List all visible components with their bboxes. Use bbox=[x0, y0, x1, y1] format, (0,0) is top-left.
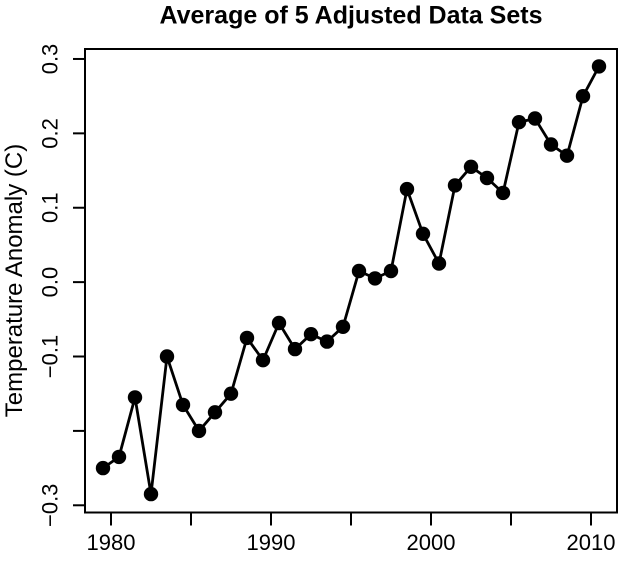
data-point bbox=[431, 256, 447, 271]
data-point bbox=[591, 59, 607, 74]
data-point bbox=[223, 386, 239, 401]
data-point bbox=[127, 390, 143, 405]
data-point bbox=[383, 263, 399, 279]
x-tick-label: 2010 bbox=[567, 530, 616, 555]
data-point bbox=[479, 170, 495, 186]
y-tick-label: −0.3 bbox=[38, 484, 63, 527]
data-point bbox=[319, 334, 335, 349]
plot-box bbox=[84, 48, 618, 514]
chart-title: Average of 5 Adjusted Data Sets bbox=[160, 2, 543, 30]
data-point bbox=[207, 405, 223, 420]
x-tick-label: 2000 bbox=[407, 530, 456, 555]
data-point bbox=[303, 327, 319, 342]
y-tick-label: −0.1 bbox=[38, 335, 63, 378]
y-axis-title: Temperature Anomaly (C) bbox=[1, 144, 28, 417]
data-point bbox=[175, 397, 191, 413]
data-point bbox=[463, 159, 479, 174]
data-point bbox=[495, 185, 511, 201]
data-point bbox=[111, 449, 127, 465]
data-point bbox=[255, 353, 271, 368]
data-point bbox=[271, 315, 287, 331]
data-point bbox=[367, 271, 383, 286]
y-tick-label: 0.0 bbox=[38, 267, 63, 298]
data-point bbox=[143, 486, 159, 502]
data-point bbox=[287, 341, 303, 357]
data-point bbox=[415, 226, 431, 241]
x-tick-label: 1980 bbox=[87, 530, 136, 555]
data-point bbox=[239, 330, 255, 346]
data-point bbox=[527, 111, 543, 126]
data-point bbox=[95, 460, 111, 476]
data-point bbox=[543, 137, 559, 152]
y-tick-label: 0.2 bbox=[38, 118, 63, 149]
data-point bbox=[351, 263, 367, 279]
data-point bbox=[399, 181, 415, 197]
data-point bbox=[511, 115, 527, 130]
data-point bbox=[575, 89, 591, 104]
data-point bbox=[191, 423, 207, 439]
data-series bbox=[95, 59, 607, 502]
data-point bbox=[159, 349, 175, 364]
axes: 1980 1990 2000 2010 −0.3 −0.1 0.0 0.1 0.2 0.3 bbox=[38, 44, 616, 555]
data-point bbox=[447, 178, 463, 193]
y-tick-label: 0.3 bbox=[38, 44, 63, 75]
y-tick-label: 0.1 bbox=[38, 192, 63, 223]
data-point bbox=[559, 148, 575, 163]
x-tick-label: 1990 bbox=[247, 530, 296, 555]
data-point bbox=[335, 319, 351, 334]
